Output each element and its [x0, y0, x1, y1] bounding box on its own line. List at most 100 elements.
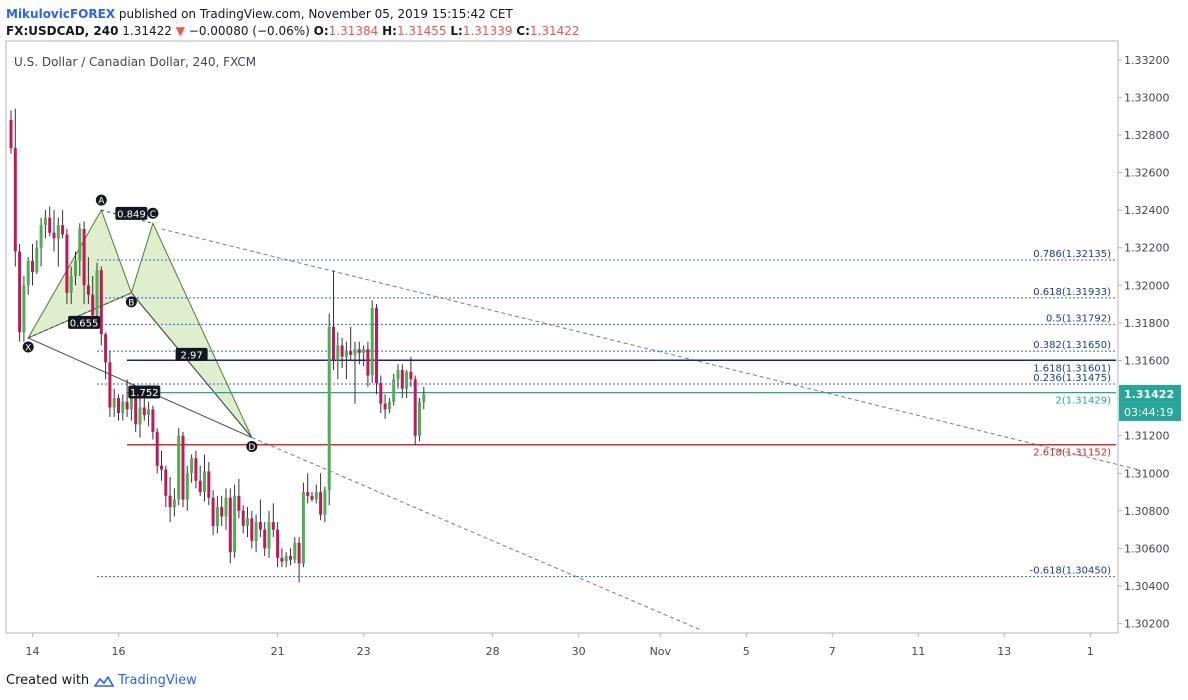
candle-body[interactable] [65, 234, 69, 293]
candle-body[interactable] [267, 522, 271, 549]
candle-body[interactable] [370, 307, 374, 376]
candle-body[interactable] [22, 285, 26, 333]
candle-body[interactable] [151, 409, 155, 432]
candle-body[interactable] [293, 542, 297, 560]
candle-body[interactable] [56, 225, 60, 239]
tradingview-logo[interactable]: TradingView [93, 673, 197, 688]
candle-body[interactable] [211, 497, 215, 526]
candle-body[interactable] [203, 471, 206, 493]
candle-body[interactable] [280, 557, 284, 562]
candle-body[interactable] [276, 529, 280, 558]
candle-body[interactable] [413, 379, 417, 436]
candle-body[interactable] [271, 522, 275, 530]
time-axis[interactable]: 14 16 21 23 28 30 Nov 5 7 11 13 1 [26, 633, 1094, 658]
candle-body[interactable] [258, 522, 262, 530]
candle-body[interactable] [18, 251, 22, 333]
candle-body[interactable] [250, 518, 254, 541]
candle-body[interactable] [52, 232, 56, 239]
candle-body[interactable] [254, 522, 258, 541]
candle-body[interactable] [129, 396, 133, 410]
candle-body[interactable] [314, 492, 318, 500]
candle-body[interactable] [194, 458, 198, 481]
candle-body[interactable] [327, 326, 331, 491]
candle-body[interactable] [168, 495, 172, 508]
candle-body[interactable] [82, 228, 86, 286]
candle-body[interactable] [104, 334, 108, 363]
candle-body[interactable] [310, 495, 314, 500]
candle-body[interactable] [306, 492, 310, 496]
candle-body[interactable] [344, 351, 348, 357]
candle-body[interactable] [9, 119, 13, 149]
candle-body[interactable] [164, 469, 168, 496]
candle-body[interactable] [155, 431, 159, 466]
candle-body[interactable] [31, 260, 34, 273]
candle-body[interactable] [86, 285, 90, 295]
candle-body[interactable] [125, 401, 129, 410]
candle-body[interactable] [138, 407, 142, 425]
candle-body[interactable] [319, 492, 323, 515]
candle-body[interactable] [418, 401, 421, 436]
candle-body[interactable] [400, 369, 404, 389]
candle-body[interactable] [409, 371, 413, 380]
candle-body[interactable] [61, 225, 65, 235]
candle-body[interactable] [69, 275, 73, 293]
candle-body[interactable] [301, 492, 305, 564]
candle-body[interactable] [160, 465, 163, 470]
candle-body[interactable] [241, 510, 245, 526]
candle-body[interactable] [35, 247, 39, 273]
candle-body[interactable] [336, 345, 340, 361]
candle-body[interactable] [246, 518, 249, 526]
candle-body[interactable] [323, 490, 327, 515]
candle-body[interactable] [198, 480, 202, 493]
candle-body[interactable] [26, 260, 30, 286]
candle-body[interactable] [91, 294, 95, 316]
candle-body[interactable] [383, 403, 387, 410]
candle-body[interactable] [392, 379, 396, 402]
candle-body[interactable] [284, 555, 288, 562]
candle-body[interactable] [172, 499, 176, 508]
candle-body[interactable] [190, 458, 194, 474]
candle-body[interactable] [185, 473, 189, 500]
candle-body[interactable] [387, 401, 391, 410]
candle-body[interactable] [78, 228, 82, 261]
candle-body[interactable] [117, 398, 120, 414]
candle-body[interactable] [375, 307, 378, 384]
candle-body[interactable] [48, 217, 52, 233]
candle-body[interactable] [224, 497, 228, 517]
candle-body[interactable] [95, 270, 99, 316]
candle-body[interactable] [297, 542, 301, 564]
candle-body[interactable] [379, 383, 383, 404]
candle-body[interactable] [357, 349, 361, 353]
candle-body[interactable] [215, 507, 219, 526]
candle-body[interactable] [177, 435, 181, 500]
candle-body[interactable] [396, 369, 400, 380]
candle-body[interactable] [263, 529, 267, 549]
candle-body[interactable] [405, 371, 409, 389]
candle-body[interactable] [142, 407, 146, 415]
candle-body[interactable] [220, 507, 224, 517]
candle-body[interactable] [74, 260, 77, 276]
candle-body[interactable] [422, 394, 426, 402]
candle-body[interactable] [362, 349, 366, 353]
candle-body[interactable] [112, 398, 116, 408]
candle-body[interactable] [228, 497, 232, 553]
candle-body[interactable] [237, 495, 241, 511]
candle-body[interactable] [207, 471, 211, 498]
candle-body[interactable] [340, 345, 344, 357]
candle-body[interactable] [121, 401, 125, 414]
candle-body[interactable] [366, 349, 370, 376]
author-link[interactable]: MikulovicFOREX [6, 7, 116, 21]
candle-body[interactable] [99, 270, 103, 335]
candle-body[interactable] [233, 495, 237, 553]
price-axis[interactable]: 1.33200 1.33000 1.32800 1.32600 1.32400 1.322… [1117, 41, 1181, 633]
candle-body[interactable] [353, 349, 357, 355]
candle-body[interactable] [134, 396, 138, 425]
candle-body[interactable] [43, 217, 47, 226]
plot-area[interactable] [5, 40, 1119, 634]
candle-body[interactable] [108, 362, 112, 408]
candle-body[interactable] [289, 555, 292, 560]
candle-body[interactable] [39, 225, 43, 248]
candle-body[interactable] [181, 435, 185, 500]
candle-body[interactable] [147, 409, 151, 415]
